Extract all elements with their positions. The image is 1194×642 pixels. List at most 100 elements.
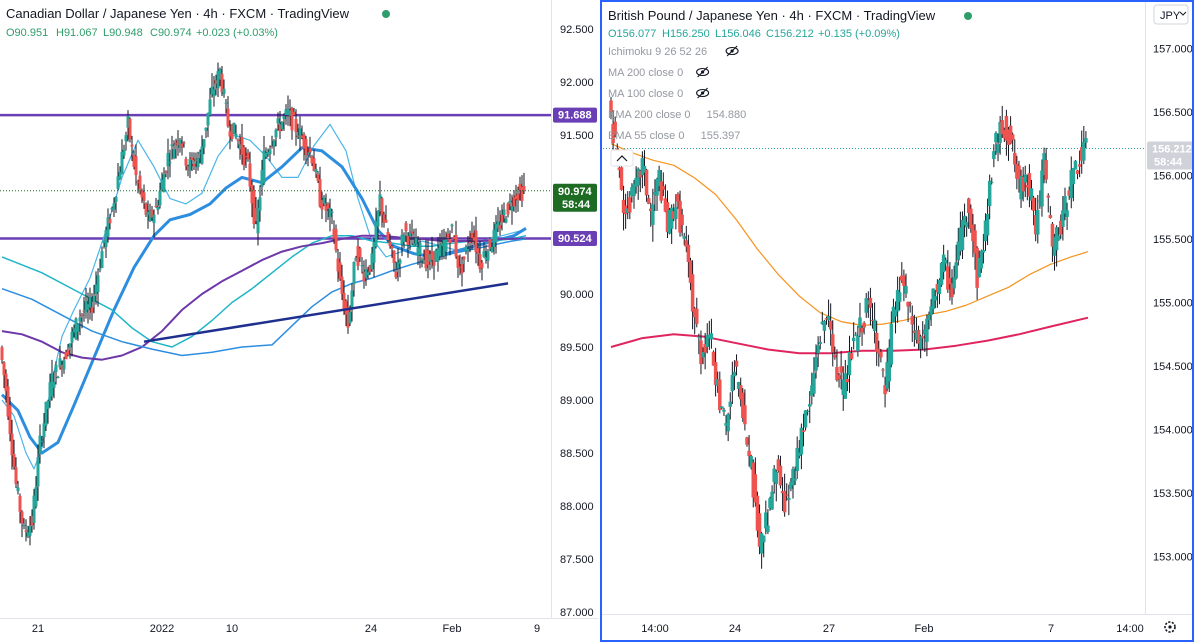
left-candle (386, 228, 390, 243)
left-candle (16, 480, 20, 495)
left-trendline[interactable] (143, 282, 509, 343)
left-candle (518, 176, 522, 201)
right-candle (860, 325, 864, 346)
right-candle (1010, 132, 1015, 152)
eye-crossed-icon[interactable] (696, 66, 710, 78)
left-candle (252, 185, 256, 229)
left-candle (288, 99, 292, 127)
left-candle (324, 193, 328, 223)
left-candle (358, 246, 362, 263)
left-candle (432, 251, 436, 280)
eye-crossed-icon[interactable] (696, 87, 710, 99)
collapse-legend-button[interactable] (610, 149, 634, 167)
left-candle (314, 163, 318, 178)
right-candle (720, 406, 724, 410)
right-candle (996, 133, 1000, 162)
right-candle (784, 483, 789, 501)
support-trendline[interactable] (143, 282, 509, 343)
left-x-tick-label: 10 (226, 623, 238, 635)
left-y-tick-label: 92.500 (560, 24, 594, 36)
left-candle (266, 148, 270, 157)
left-candle (240, 123, 244, 165)
settings-button[interactable] (1164, 621, 1176, 633)
left-candle (68, 343, 72, 359)
left-candle (488, 237, 492, 251)
left-candle (150, 206, 154, 222)
left-ohlc-high: H91.067 (56, 27, 98, 39)
right-candle (1004, 109, 1009, 156)
right-candle (709, 318, 714, 349)
right-candle (1023, 165, 1027, 198)
left-candle (250, 180, 254, 218)
right-candle (803, 410, 808, 431)
indicator-legend-item[interactable]: EMA 55 close 0 155.397 (608, 130, 740, 142)
left-candle (58, 345, 62, 370)
right-candle (904, 273, 908, 299)
left-candle (186, 164, 190, 177)
left-candle (352, 261, 356, 297)
left-candle (234, 124, 238, 140)
right-candle (751, 459, 756, 508)
left-candle (504, 215, 508, 224)
right-x-axis[interactable]: 14:00 24 27 Feb 7 14:00 (641, 623, 1144, 635)
left-y-tick-label: 88.000 (560, 501, 594, 513)
right-ohlc-high: H156.250 (662, 28, 710, 40)
indicator-legend-item[interactable]: Ichimoku 9 26 52 26 (608, 45, 739, 58)
right-candle (864, 292, 868, 318)
right-candle (738, 377, 743, 407)
left-candle (256, 199, 260, 246)
left-candle (272, 139, 276, 156)
right-candle (634, 166, 638, 194)
right-candle (625, 191, 630, 220)
right-candle (655, 177, 659, 211)
right-candle (994, 131, 998, 155)
right-candle (820, 311, 825, 325)
currency-selector[interactable]: JPY (1153, 4, 1189, 25)
right-candle (937, 278, 942, 305)
indicator-legend-item[interactable]: MA 200 close 0 (608, 66, 710, 79)
eye-crossed-icon[interactable] (725, 45, 739, 57)
left-candle (466, 236, 470, 262)
left-candle (228, 120, 232, 150)
left-candle (284, 104, 288, 125)
right-candle (688, 257, 693, 291)
right-candle (847, 335, 852, 393)
right-y-axis[interactable]: 157.000 156.500 156.000 155.500 155.000 154.5… (1153, 43, 1193, 563)
indicator-legend-item[interactable]: EMA 200 close 0 154.880 (608, 109, 746, 121)
right-candle (1029, 179, 1034, 210)
left-candle (38, 424, 42, 464)
right-chart-title: British Pound / Japanese Yen · 4h · FXCM… (608, 8, 936, 23)
indicator-legend-item[interactable]: MA 100 close 0 (608, 87, 710, 100)
left-candle (484, 245, 488, 264)
right-indicator-legend[interactable]: Ichimoku 9 26 52 26 MA 200 close 0 MA 100 … (608, 45, 746, 142)
left-chart-pane[interactable]: 92.50092.00091.50091.00090.50090.00089.5… (0, 0, 598, 642)
right-candle (726, 412, 730, 442)
left-ohlc-close: C90.974 (150, 27, 192, 39)
right-candle (711, 350, 716, 366)
left-candle (506, 202, 510, 218)
right-ema-lines (610, 143, 1089, 355)
left-candle (120, 139, 124, 175)
left-candle (128, 117, 132, 143)
right-candle (843, 359, 848, 399)
left-candle (76, 323, 80, 341)
right-chart-pane[interactable]: 157.000 156.500 156.000 155.500 155.000 154.5… (600, 0, 1194, 642)
left-candle (404, 221, 408, 243)
right-candle (908, 301, 912, 313)
left-x-axis[interactable]: 21 2022 10 24 Feb 9 (32, 623, 540, 635)
left-candle (448, 230, 452, 256)
right-candle (1044, 147, 1048, 184)
left-candle (238, 133, 242, 160)
right-candle (990, 177, 994, 185)
left-horizontal-lines[interactable] (0, 113, 551, 240)
left-candle (210, 73, 214, 98)
left-candle (204, 127, 208, 139)
right-candle (638, 169, 643, 193)
left-candle (56, 375, 60, 379)
left-candle (414, 228, 418, 246)
right-ohlc-legend: O156.077 H156.250 L156.046 C156.212 +0.1… (608, 28, 900, 40)
left-candle (280, 121, 284, 132)
left-candle (216, 62, 220, 98)
right-candle (1065, 202, 1069, 231)
left-candle (224, 99, 228, 114)
